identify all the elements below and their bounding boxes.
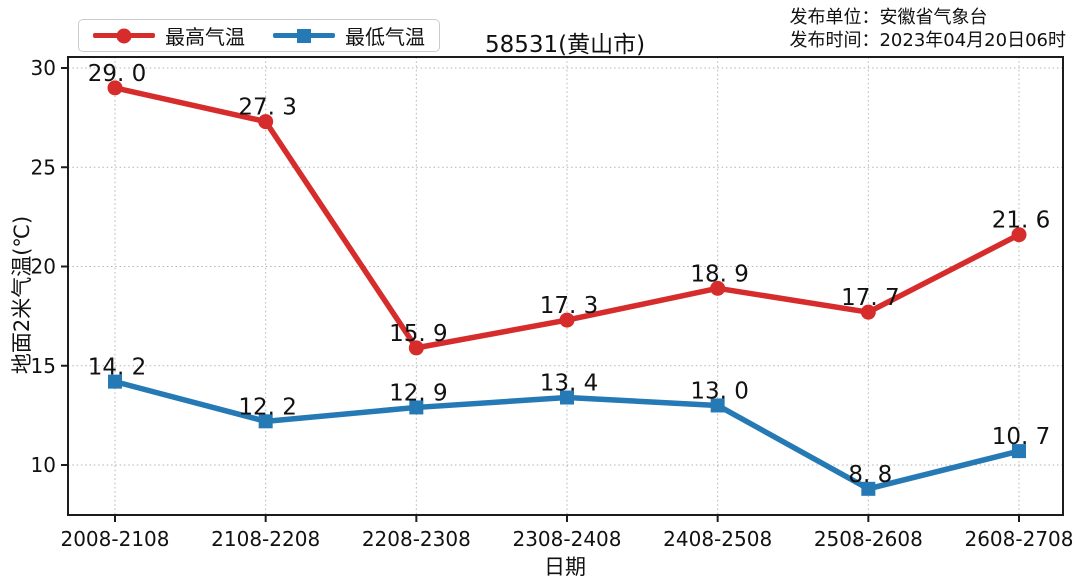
- blue-square-line-icon: [273, 28, 335, 44]
- data-label: 12. 2: [238, 394, 297, 420]
- data-point: [710, 280, 726, 296]
- y-axis-title: 地面2米气温(℃): [10, 215, 34, 375]
- data-point: [107, 80, 123, 96]
- y-tick-label: 15: [31, 354, 56, 378]
- data-point: [108, 374, 122, 389]
- data-point: [710, 398, 725, 413]
- data-label: 27. 3: [238, 95, 297, 121]
- y-tick-label: 30: [31, 56, 56, 80]
- data-point: [258, 114, 274, 130]
- x-tick-label: 2508-2608: [814, 527, 923, 551]
- data-label: 15. 9: [389, 321, 448, 347]
- y-tick-label: 20: [31, 255, 56, 279]
- x-tick-label: 2308-2408: [512, 527, 621, 551]
- publisher-line: 发布单位：安徽省气象台: [789, 7, 988, 28]
- data-label: 13. 4: [540, 371, 599, 397]
- data-label: 8. 8: [848, 462, 892, 488]
- publish-info: 发布单位：安徽省气象台 发布时间：2023年04月20日06时: [789, 6, 1066, 52]
- publish-time-line: 发布时间：2023年04月20日06时: [789, 30, 1066, 51]
- x-tick-label: 2408-2508: [663, 527, 772, 551]
- data-label: 10. 7: [992, 424, 1051, 450]
- data-point: [258, 414, 273, 429]
- data-label: 12. 9: [389, 380, 448, 406]
- data-point: [559, 312, 575, 328]
- data-label: 29. 0: [88, 61, 147, 87]
- data-point: [861, 481, 876, 496]
- legend-item-max-temp: 最高气温: [93, 21, 245, 50]
- plot-border: [67, 56, 1064, 516]
- data-label: 13. 0: [690, 378, 749, 404]
- chart-title: 58531(黄山市): [484, 32, 646, 58]
- data-point: [1011, 227, 1027, 243]
- data-point: [408, 340, 424, 356]
- data-label: 17. 3: [540, 293, 599, 319]
- data-point: [860, 304, 876, 320]
- y-tick-label: 10: [31, 453, 56, 477]
- data-point: [1012, 444, 1027, 459]
- x-axis-title: 日期: [544, 555, 586, 579]
- data-point: [560, 390, 575, 405]
- data-label: 17. 7: [841, 285, 900, 311]
- x-tick-label: 2608-2708: [964, 527, 1073, 551]
- x-tick-label: 2008-2108: [60, 527, 169, 551]
- red-circle-line-icon: [93, 28, 155, 44]
- data-label: 14. 2: [88, 355, 147, 381]
- legend-item-min-temp: 最低气温: [273, 21, 425, 50]
- data-label: 21. 6: [992, 208, 1051, 234]
- legend: 最高气温 最低气温: [78, 19, 440, 52]
- data-label: 18. 9: [690, 261, 749, 287]
- data-point: [409, 400, 424, 415]
- y-tick-label: 25: [31, 155, 56, 179]
- legend-label: 最低气温: [345, 25, 425, 49]
- x-tick-label: 2208-2308: [362, 527, 471, 551]
- legend-label: 最高气温: [165, 25, 245, 49]
- x-tick-label: 2108-2208: [211, 527, 320, 551]
